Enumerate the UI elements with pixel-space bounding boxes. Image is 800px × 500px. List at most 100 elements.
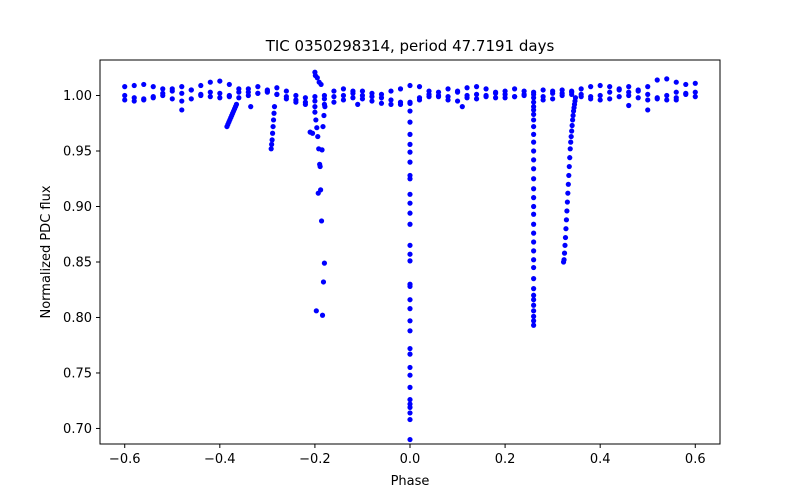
data-point-baseline-182 — [692, 94, 698, 100]
data-point-dip-0.20-11 — [320, 279, 327, 285]
data-point-baseline-163 — [511, 94, 518, 100]
data-point-dip-0.33-11 — [566, 172, 572, 179]
data-point-baseline-67 — [179, 84, 185, 90]
data-point-dip-0.20-2 — [312, 109, 318, 115]
data-point-dip-0.26-11 — [531, 248, 537, 254]
data-point-dip-0.26-30 — [531, 99, 537, 105]
data-point-baseline-101 — [502, 88, 508, 94]
data-point-baseline-160 — [483, 92, 489, 99]
data-point-baseline-50 — [597, 82, 603, 89]
data-point-baseline-60 — [692, 80, 698, 86]
data-point-baseline-131 — [207, 89, 213, 95]
data-point-baseline-124 — [141, 97, 147, 103]
data-point-dip-0.00-29 — [407, 131, 413, 137]
data-point-dip-0.00-4 — [407, 401, 413, 407]
data-point-dip-0.26-21 — [531, 157, 537, 163]
data-point-baseline-132 — [217, 90, 223, 96]
data-point-baseline-162 — [502, 95, 508, 101]
data-point-baseline-31 — [416, 84, 423, 90]
data-point-dip-0.26-8 — [531, 276, 537, 282]
data-point-dip-0.00-5 — [407, 397, 413, 403]
data-point-dip-0.26-23 — [531, 139, 537, 145]
data-point-outliers-6 — [673, 97, 679, 103]
data-point-dip-0.26-10 — [531, 257, 537, 263]
data-point-baseline-37 — [473, 84, 480, 90]
data-point-dip-0.26-20 — [531, 166, 537, 172]
data-point-baseline-181 — [683, 90, 689, 96]
data-point-baseline-128 — [179, 98, 185, 104]
data-point-baseline-111 — [597, 92, 603, 99]
data-point-baseline-126 — [160, 92, 166, 99]
data-point-baseline-38 — [483, 86, 489, 92]
data-point-dip-0.26-1 — [531, 318, 537, 324]
data-point-baseline-88 — [378, 95, 385, 101]
y-tick-label: 0.85 — [63, 255, 92, 270]
data-point-dip-0.26-29 — [531, 104, 537, 110]
data-point-outliers-0 — [179, 107, 185, 113]
data-point-baseline-113 — [616, 86, 622, 92]
data-point-baseline-36 — [464, 85, 470, 91]
data-point-baseline-121 — [692, 89, 698, 95]
data-point-baseline-135 — [245, 92, 251, 99]
data-point-dip-0.26-22 — [531, 148, 537, 154]
data-point-baseline-150 — [388, 101, 394, 107]
data-point-dip-0.33-2 — [561, 250, 568, 256]
data-point-baseline-145 — [340, 97, 347, 103]
data-point-dip-0.26-0 — [531, 322, 537, 328]
data-point-baseline-68 — [188, 87, 194, 93]
data-point-baseline-70 — [207, 94, 213, 100]
y-tick-label: 0.70 — [63, 422, 92, 437]
data-point-outliers-3 — [459, 104, 465, 110]
data-point-dip-0.29-3 — [269, 130, 276, 136]
data-point-baseline-102 — [511, 86, 518, 92]
data-point-dip-0.33-18 — [569, 122, 575, 129]
data-point-baseline-179 — [664, 92, 670, 99]
data-point-baseline-4 — [160, 86, 166, 92]
data-point-baseline-106 — [550, 90, 556, 96]
data-point-baseline-94 — [435, 89, 442, 95]
data-point-dip-0.00-13 — [407, 306, 413, 312]
data-point-baseline-138 — [274, 91, 280, 97]
data-point-baseline-71 — [217, 95, 223, 101]
data-point-outliers-4 — [626, 102, 632, 109]
data-point-baseline-147 — [359, 96, 366, 102]
data-point-dip-0.33-7 — [564, 208, 570, 214]
data-point-dip-0.38-10 — [233, 101, 240, 107]
data-point-baseline-173 — [607, 96, 613, 102]
scatter-points — [122, 69, 698, 443]
data-point-dip-0.26-4 — [531, 302, 537, 308]
data-point-dip-0.26-24 — [531, 131, 537, 137]
data-point-baseline-103 — [521, 88, 527, 94]
chart-title: TIC 0350298314, period 47.7191 days — [265, 37, 555, 55]
data-point-baseline-49 — [588, 84, 594, 90]
data-point-baseline-96 — [454, 88, 461, 94]
data-point-baseline-157 — [454, 98, 461, 104]
data-point-baseline-8 — [198, 82, 204, 89]
data-point-dip-0.26-7 — [531, 286, 537, 292]
data-point-dip-0.33-12 — [566, 163, 572, 170]
data-point-outliers-1 — [248, 104, 254, 110]
data-point-baseline-6 — [179, 90, 185, 96]
data-point-dip-0.26-14 — [531, 221, 537, 227]
data-point-dip-0.33-8 — [564, 199, 570, 205]
data-point-dip-0.33-1 — [561, 257, 567, 263]
data-point-dip-0.29-2 — [269, 137, 275, 143]
data-point-baseline-166 — [540, 97, 546, 103]
data-point-baseline-22 — [331, 88, 337, 94]
data-point-baseline-175 — [626, 92, 632, 99]
data-point-dip-0.00-31 — [407, 108, 413, 114]
data-point-dip-0.00-17 — [407, 258, 413, 264]
y-tick-label: 0.90 — [63, 200, 92, 215]
data-point-outliers-5 — [645, 107, 651, 113]
data-point-baseline-57 — [664, 76, 670, 82]
data-point-baseline-3 — [150, 84, 156, 90]
data-point-baseline-0 — [122, 84, 128, 90]
data-point-baseline-107 — [559, 87, 565, 93]
data-point-baseline-142 — [312, 104, 318, 110]
data-point-baseline-10 — [217, 78, 223, 84]
data-point-dip-0.00-16 — [407, 281, 413, 287]
data-point-dip-0.26-3 — [531, 308, 537, 314]
data-point-baseline-112 — [607, 89, 613, 95]
data-point-baseline-44 — [540, 87, 546, 93]
data-point-dip-0.33-10 — [565, 181, 571, 187]
